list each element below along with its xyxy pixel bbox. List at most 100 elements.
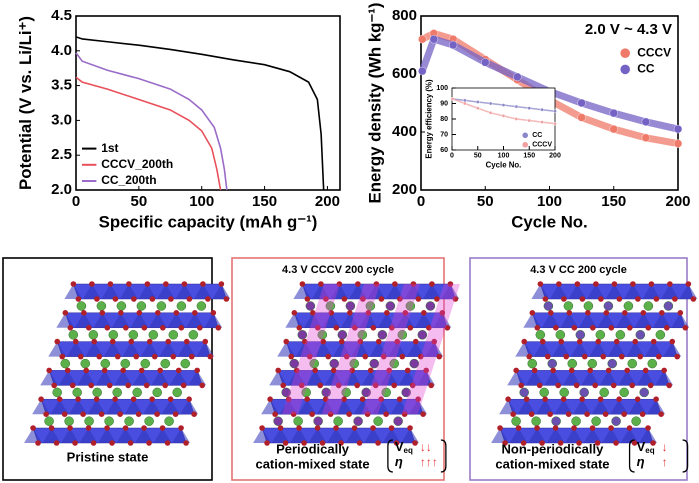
oxygen — [597, 396, 604, 403]
x-tick-label: 0 — [417, 193, 425, 210]
lithium — [281, 387, 291, 398]
oxygen — [170, 353, 177, 360]
oxygen — [167, 396, 174, 403]
oxygen — [56, 396, 63, 403]
y-tick-label: 100 — [436, 85, 448, 92]
marker-arrows: ↑↑↑ — [420, 455, 438, 469]
y-tick-label: 3.0 — [51, 111, 72, 128]
oxygen — [304, 396, 310, 403]
data-point — [673, 139, 683, 148]
y-tick-label: 200 — [392, 181, 417, 198]
octahedron-facet — [385, 284, 404, 299]
octahedron-facet — [414, 312, 433, 328]
legend-label: CCCV — [532, 142, 552, 149]
x-tick-label: 150 — [252, 193, 277, 210]
oxygen — [667, 281, 673, 287]
oxygen — [357, 338, 364, 345]
lithium — [655, 330, 666, 340]
bracket — [628, 439, 635, 473]
oxygen — [335, 382, 342, 389]
lithium — [60, 358, 71, 369]
y-tick-label: 4.0 — [51, 42, 72, 59]
oxygen — [515, 425, 522, 431]
data-point — [429, 35, 439, 44]
oxygen — [579, 396, 585, 403]
oxygen — [537, 281, 544, 287]
oxygen — [407, 325, 414, 331]
lithium — [409, 358, 420, 369]
octahedron-facet — [303, 312, 322, 328]
oxygen — [341, 396, 347, 403]
lithium — [381, 387, 391, 398]
octahedron-facet — [269, 370, 288, 386]
oxygen — [378, 296, 385, 302]
oxygen — [627, 325, 633, 331]
octahedron-facet — [87, 399, 106, 415]
oxygen — [264, 440, 270, 446]
octahedron-facet — [422, 284, 441, 299]
octahedron-facet — [409, 399, 428, 415]
lithium — [128, 330, 139, 340]
lithium — [595, 330, 606, 340]
x-tick-label: 200 — [549, 152, 561, 159]
lithium — [52, 387, 62, 398]
legend-label: CCCV_200th — [101, 157, 173, 171]
oxygen — [404, 367, 411, 374]
octahedron-facet — [660, 284, 679, 299]
octahedron-facet — [581, 370, 600, 386]
octahedron-facet — [151, 370, 170, 386]
oxygen — [336, 281, 343, 287]
data-point — [641, 133, 651, 143]
octahedron-facet — [306, 370, 325, 386]
lithium — [417, 330, 428, 340]
oxygen — [565, 411, 572, 418]
lithium — [80, 358, 91, 369]
lithium — [120, 358, 131, 369]
oxygen — [539, 338, 546, 345]
data-point — [673, 124, 683, 134]
oxygen — [669, 338, 676, 345]
oxygen — [309, 411, 315, 418]
oxygen — [626, 425, 633, 431]
octahedron-facet — [114, 370, 133, 386]
lithium — [100, 358, 111, 369]
octahedron-facet — [655, 370, 674, 386]
oxygen — [415, 296, 422, 302]
oxygen — [194, 367, 200, 374]
plot-frame — [75, 15, 341, 191]
oxygen — [629, 382, 635, 389]
oxygen — [523, 396, 530, 403]
oxygen — [370, 425, 376, 431]
oxygen — [351, 425, 358, 431]
oxygen — [43, 411, 49, 418]
oxygen — [306, 353, 313, 360]
octahedron-facet — [578, 312, 597, 328]
oxygen — [674, 353, 681, 360]
lithium — [164, 416, 174, 426]
oxygen — [93, 396, 100, 403]
oxygen — [259, 425, 265, 431]
oxygen — [38, 396, 44, 403]
oxygen — [94, 296, 100, 302]
octahedron-facet — [343, 370, 362, 386]
oxygen — [191, 411, 197, 418]
lithium — [643, 301, 654, 311]
x-tick-label: 200 — [315, 193, 340, 210]
oxygen — [126, 281, 132, 287]
oxygen — [648, 281, 655, 287]
oxygen — [356, 440, 363, 446]
data-point — [488, 111, 493, 115]
octahedron-facet — [212, 284, 231, 299]
oxygen — [314, 425, 321, 431]
octahedron-facet — [277, 341, 296, 357]
oxygen — [410, 281, 417, 287]
symbol: η — [637, 454, 645, 469]
oxygen — [384, 310, 390, 316]
oxygen — [61, 411, 68, 418]
oxygen — [436, 353, 443, 360]
oxygen — [581, 353, 588, 360]
octahedron-facet — [261, 399, 280, 415]
oxygen — [521, 338, 528, 345]
lithium — [571, 416, 581, 426]
oxygen — [127, 440, 134, 446]
